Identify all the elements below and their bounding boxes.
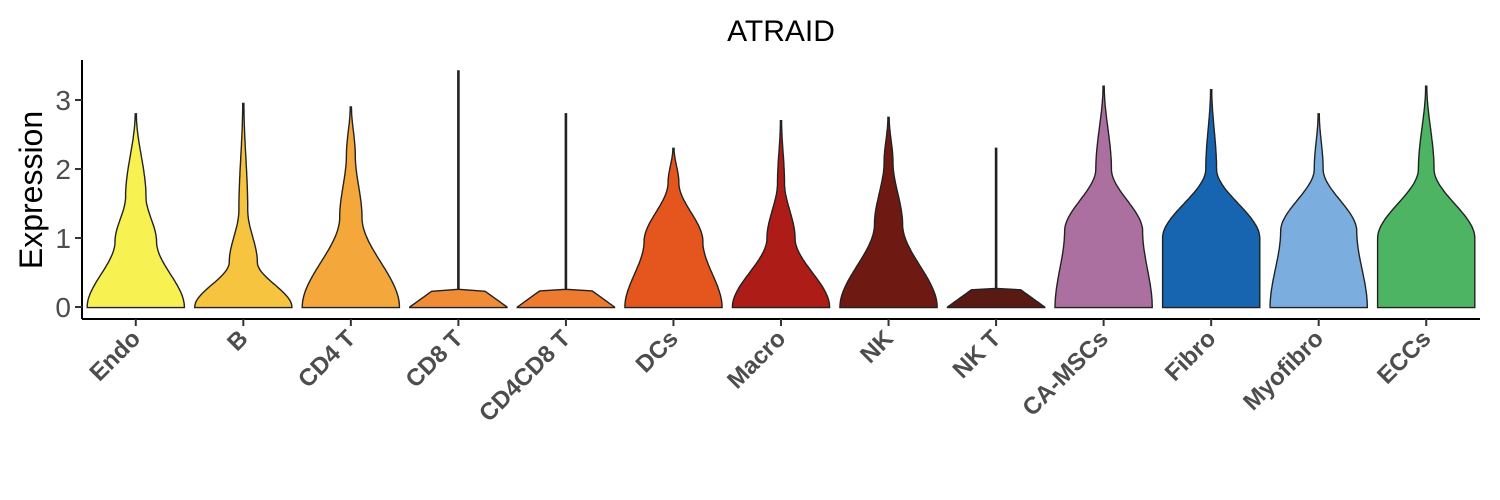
y-tick-label: 2	[55, 154, 71, 185]
violin-shape	[731, 120, 831, 309]
violin-shape	[624, 147, 723, 309]
y-tick-label: 0	[55, 292, 71, 323]
x-tick-label: Endo	[84, 325, 146, 387]
x-tick-label: NK T	[948, 325, 1007, 384]
violin-endo	[86, 113, 186, 309]
violin-shape	[1269, 113, 1368, 309]
x-tick-label: Myofibro	[1238, 325, 1329, 416]
violin-shape	[1161, 89, 1261, 309]
violin-shape	[1054, 85, 1153, 309]
violins	[86, 70, 1476, 309]
violin-cd8-t	[409, 70, 508, 309]
violin-shape	[301, 106, 401, 309]
violin-fibro	[1161, 89, 1261, 309]
x-tick-label: Macro	[722, 325, 791, 394]
violin-b	[194, 102, 293, 309]
violin-shape	[839, 116, 938, 309]
violin-shape	[194, 102, 293, 309]
x-tick-label: B	[222, 325, 253, 356]
violin-shape	[516, 113, 616, 309]
violin-dcs	[624, 147, 723, 309]
y-tick-label: 1	[55, 223, 71, 254]
violin-nk	[839, 116, 938, 309]
x-tick-label: NK	[855, 325, 899, 369]
violin-shape	[946, 147, 1046, 309]
x-tick-label: ECCs	[1372, 325, 1436, 389]
x-ticks: Endo B CD4 T CD8 T CD4CD8 T DCs Macro NK NK T CA-…	[84, 319, 1436, 427]
violin-myofibro	[1269, 113, 1368, 309]
violin-shape	[1376, 85, 1476, 309]
x-tick-label: CD4CD8 T	[474, 325, 576, 427]
x-tick-label: DCs	[631, 325, 684, 378]
violin-ca-mscs	[1054, 85, 1153, 309]
x-tick-label: CD4 T	[293, 325, 361, 393]
violin-macro	[731, 120, 831, 309]
x-tick-label: CD8 T	[401, 325, 469, 393]
x-tick-label: Fibro	[1160, 325, 1222, 387]
violin-cd4cd8-t	[516, 113, 616, 309]
y-ticks: 0 1 2 3	[55, 85, 82, 323]
x-tick-label: CA-MSCs	[1017, 325, 1113, 421]
violin-cd4-t	[301, 106, 401, 309]
violin-shape	[409, 70, 508, 309]
violin-eccs	[1376, 85, 1476, 309]
violin-shape	[86, 113, 186, 309]
y-tick-label: 3	[55, 85, 71, 116]
chart-title: ATRAID	[727, 15, 835, 48]
violin-nk-t	[946, 147, 1046, 309]
y-axis-label: Expression	[13, 111, 49, 269]
